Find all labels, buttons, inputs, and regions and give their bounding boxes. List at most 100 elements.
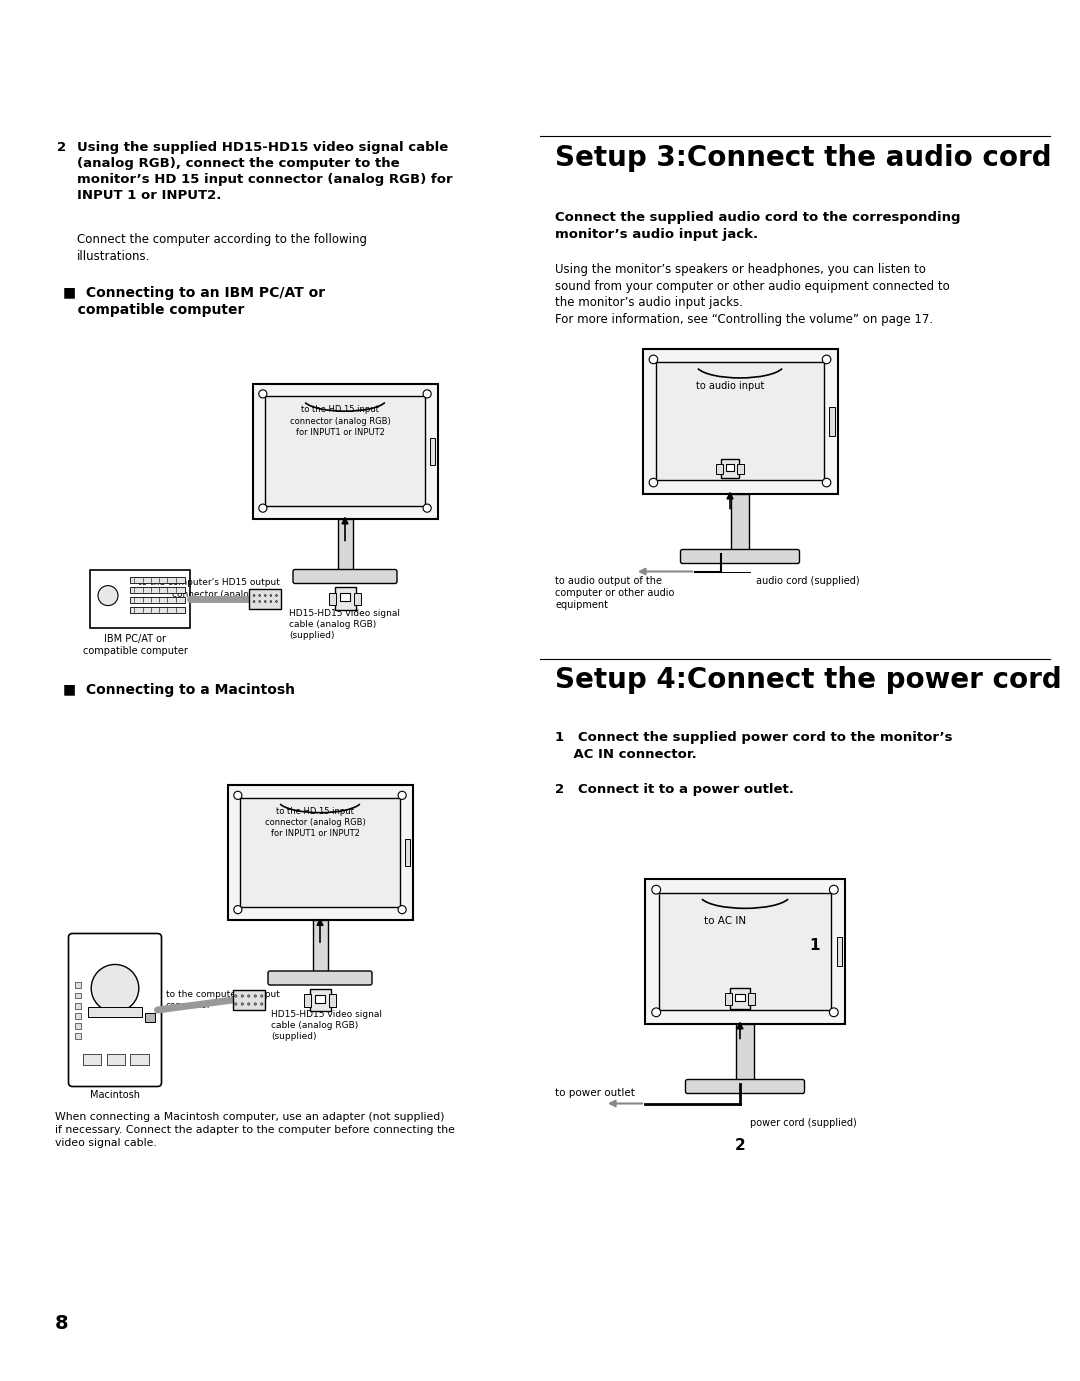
Bar [829,406,835,435]
Bar [145,1012,154,1022]
Bar [241,798,400,907]
Text: Setup 3:Connect the audio cord: Setup 3:Connect the audio cord [555,144,1052,173]
Circle shape [247,994,249,997]
Bar [228,784,413,920]
Circle shape [233,791,242,800]
Bar [735,994,745,1001]
Bar [90,569,190,627]
Bar [253,384,437,518]
Circle shape [259,595,260,597]
Circle shape [91,964,139,1012]
Circle shape [423,389,431,398]
Circle shape [259,504,267,512]
Text: 1   Connect the supplied power cord to the monitor’s
    AC IN connector.: 1 Connect the supplied power cord to the… [555,731,953,761]
Text: power cord (supplied): power cord (supplied) [750,1119,856,1128]
Circle shape [259,389,267,398]
Bar [310,989,330,1011]
Bar [130,587,185,594]
FancyBboxPatch shape [68,934,162,1087]
Bar [328,592,336,605]
FancyBboxPatch shape [268,971,372,985]
Bar [731,493,748,554]
Circle shape [652,885,661,894]
Bar [75,1023,81,1029]
Circle shape [275,601,278,602]
Text: to audio output of the
computer or other audio
equipment: to audio output of the computer or other… [555,576,674,610]
Circle shape [423,504,431,512]
Text: Using the supplied HD15-HD15 video signal cable
(analog RGB), connect the comput: Using the supplied HD15-HD15 video signa… [77,141,453,202]
Circle shape [265,601,266,602]
Text: 8: 8 [55,1313,69,1333]
Text: 2: 2 [735,1138,746,1153]
Bar [657,362,824,479]
Circle shape [247,1003,249,1005]
Circle shape [829,885,838,894]
Bar [266,396,424,505]
Bar [87,1007,143,1018]
Text: Connect the supplied audio cord to the corresponding
monitor’s audio input jack.: Connect the supplied audio cord to the c… [555,211,960,240]
Circle shape [270,595,272,597]
FancyBboxPatch shape [686,1080,805,1094]
Bar [312,920,327,975]
Bar [721,458,739,478]
Text: to the HD 15 input
connector (analog RGB)
for INPUT1 or INPUT2: to the HD 15 input connector (analog RGB… [289,406,390,436]
Bar [328,994,336,1007]
Bar [340,594,350,601]
Circle shape [275,595,278,597]
Text: to audio input: to audio input [696,381,765,391]
Text: 1: 1 [809,939,820,953]
Circle shape [254,1003,257,1005]
Bar [131,1054,149,1065]
Text: IBM PC/AT or
compatible computer: IBM PC/AT or compatible computer [82,634,188,656]
Bar [75,1033,81,1039]
Bar [354,592,362,605]
Text: to the computer’s output
connector: to the computer’s output connector [165,990,280,1010]
Bar [335,587,355,610]
Text: Setup 4:Connect the power cord: Setup 4:Connect the power cord [555,666,1062,695]
Text: HD15-HD15 video signal
cable (analog RGB)
(supplied): HD15-HD15 video signal cable (analog RGB… [271,1010,382,1041]
Text: Using the monitor’s speakers or headphones, you can listen to
sound from your co: Using the monitor’s speakers or headphon… [555,262,949,326]
Text: to the computer’s HD15 output
connector (analog RGB): to the computer’s HD15 output connector … [138,579,280,598]
Bar [75,993,81,998]
Text: audio cord (supplied): audio cord (supplied) [756,576,860,586]
Circle shape [234,994,237,997]
Circle shape [259,601,260,602]
Bar [75,1012,81,1019]
Text: Connect the computer according to the following
illustrations.: Connect the computer according to the fo… [77,233,367,262]
Circle shape [241,1003,243,1005]
Circle shape [253,595,255,597]
Circle shape [822,355,831,363]
Circle shape [98,586,118,606]
Bar [249,588,281,609]
Bar [837,936,842,965]
Bar [430,438,435,464]
Bar [130,606,185,613]
Bar [75,1003,81,1008]
Circle shape [241,994,243,997]
Bar [738,464,744,474]
Text: HD15-HD15 video signal
cable (analog RGB)
(supplied): HD15-HD15 video signal cable (analog RGB… [289,609,401,639]
Bar [83,1054,102,1065]
Bar [730,987,750,1010]
Circle shape [254,994,257,997]
Text: 2: 2 [57,141,66,155]
Circle shape [234,1003,237,1005]
Circle shape [649,355,658,363]
Circle shape [260,1003,264,1005]
Circle shape [822,478,831,487]
Bar [659,892,831,1010]
FancyBboxPatch shape [293,569,397,584]
Text: ■  Connecting to a Macintosh: ■ Connecting to a Macintosh [63,682,295,696]
Bar [405,840,410,866]
Circle shape [253,601,255,602]
Text: to the HD 15 input
connector (analog RGB)
for INPUT1 or INPUT2: to the HD 15 input connector (analog RGB… [265,807,365,838]
Bar [130,577,185,583]
Text: to AC IN: to AC IN [704,916,746,927]
Text: to power outlet: to power outlet [555,1088,635,1098]
Bar [337,518,352,573]
Circle shape [265,595,266,597]
Bar [748,993,755,1005]
Bar [75,982,81,989]
Bar [107,1054,125,1065]
Circle shape [399,791,406,800]
